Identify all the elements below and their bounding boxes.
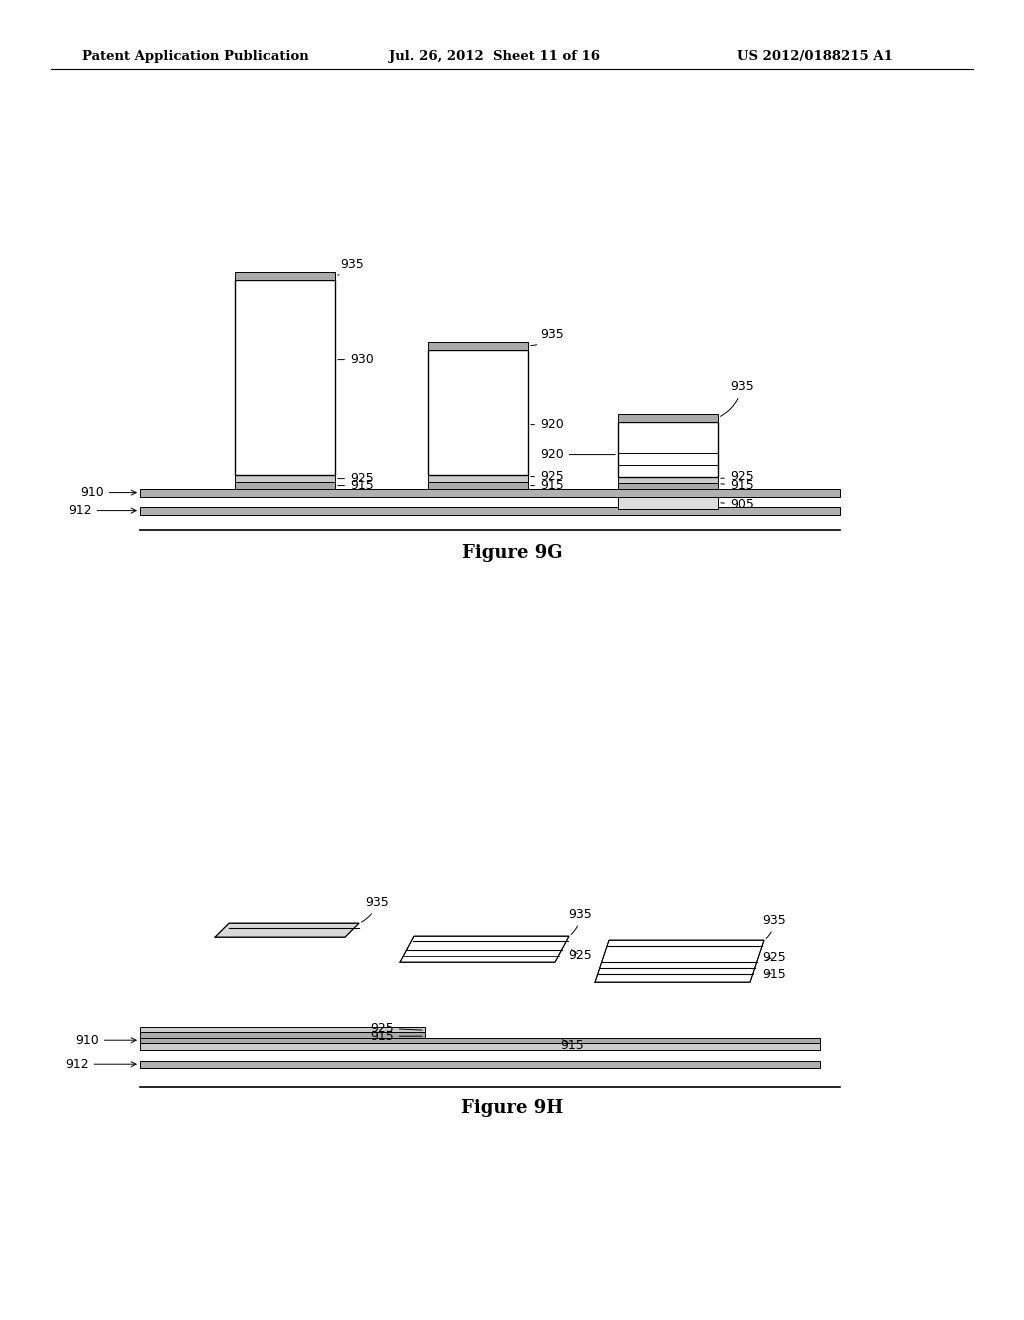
Text: 935: 935 (338, 259, 364, 275)
Bar (140, 1032, 425, 1039)
Bar (428, 350, 528, 475)
Text: 910: 910 (80, 486, 136, 499)
Text: Jul. 26, 2012  Sheet 11 of 16: Jul. 26, 2012 Sheet 11 of 16 (389, 50, 600, 63)
Bar (428, 475, 528, 482)
Bar (140, 1061, 820, 1068)
Text: 915: 915 (370, 1030, 422, 1043)
Bar (140, 1043, 820, 1051)
Text: US 2012/0188215 A1: US 2012/0188215 A1 (737, 50, 893, 63)
Text: 915: 915 (721, 479, 754, 492)
Text: 935: 935 (721, 380, 754, 416)
Text: 935: 935 (361, 896, 389, 921)
Bar (140, 507, 840, 515)
Text: 915: 915 (560, 1039, 584, 1052)
Text: 912: 912 (68, 504, 136, 517)
Text: 925: 925 (568, 949, 592, 962)
Bar (234, 272, 335, 280)
Bar (234, 482, 335, 488)
Text: 925: 925 (530, 470, 564, 483)
Bar (428, 342, 528, 350)
Text: 915: 915 (338, 479, 374, 492)
Text: Patent Application Publication: Patent Application Publication (82, 50, 308, 63)
Bar (140, 1027, 425, 1032)
Bar (618, 496, 718, 508)
Text: 912: 912 (65, 1057, 136, 1071)
Bar (140, 488, 840, 496)
Text: Figure 9H: Figure 9H (461, 1100, 563, 1117)
Text: 935: 935 (568, 908, 592, 935)
Text: 915: 915 (762, 968, 785, 981)
Text: 920: 920 (530, 418, 564, 432)
Text: 935: 935 (530, 329, 564, 346)
Text: 910: 910 (75, 1034, 136, 1047)
Polygon shape (595, 940, 764, 982)
Bar (234, 475, 335, 482)
Text: 915: 915 (530, 479, 564, 492)
Bar (618, 413, 718, 421)
Text: 905: 905 (721, 498, 754, 511)
Text: 935: 935 (762, 913, 785, 939)
Text: 925: 925 (762, 950, 785, 964)
Bar (140, 1039, 820, 1043)
Bar (618, 483, 718, 488)
Bar (234, 280, 335, 475)
Polygon shape (400, 936, 569, 962)
Text: Figure 9G: Figure 9G (462, 544, 562, 561)
Text: 925: 925 (338, 473, 374, 486)
Text: 930: 930 (338, 354, 374, 366)
Polygon shape (215, 923, 359, 937)
Text: 920: 920 (540, 447, 615, 461)
Text: 925: 925 (721, 470, 754, 483)
Bar (618, 477, 718, 483)
Bar (618, 421, 718, 477)
Bar (428, 482, 528, 488)
Text: 925: 925 (370, 1022, 422, 1035)
